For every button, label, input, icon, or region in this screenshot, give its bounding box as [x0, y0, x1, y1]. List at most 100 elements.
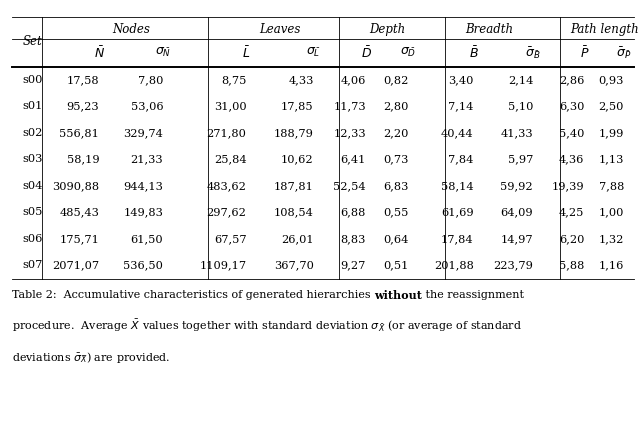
Text: $\bar{N}$: $\bar{N}$	[93, 45, 105, 60]
Text: 0,64: 0,64	[383, 234, 408, 244]
Text: $\sigma_{\bar{D}}$: $\sigma_{\bar{D}}$	[400, 46, 417, 60]
Text: 5,10: 5,10	[508, 101, 533, 111]
Text: $\bar{\sigma}_{\bar{B}}$: $\bar{\sigma}_{\bar{B}}$	[525, 45, 541, 61]
Text: $\bar{P}$: $\bar{P}$	[580, 45, 589, 60]
Text: 2,80: 2,80	[383, 101, 408, 111]
Text: 1,99: 1,99	[598, 128, 624, 138]
Text: 0,73: 0,73	[383, 154, 408, 164]
Text: 5,40: 5,40	[559, 128, 584, 138]
Text: s07: s07	[22, 260, 43, 270]
Text: 40,44: 40,44	[441, 128, 474, 138]
Text: $\bar{B}$: $\bar{B}$	[468, 45, 479, 60]
Text: 223,79: 223,79	[493, 260, 533, 270]
Text: 6,30: 6,30	[559, 101, 584, 111]
Text: 297,62: 297,62	[207, 207, 246, 217]
Text: 5,88: 5,88	[559, 260, 584, 270]
Text: 17,58: 17,58	[67, 75, 99, 85]
Text: Table 2:  Accumulative characteristics of generated hierarchies: Table 2: Accumulative characteristics of…	[12, 290, 374, 300]
Text: 329,74: 329,74	[124, 128, 163, 138]
Text: s04: s04	[22, 181, 43, 191]
Text: 9,27: 9,27	[340, 260, 366, 270]
Text: 1,16: 1,16	[598, 260, 624, 270]
Text: the reassignment: the reassignment	[422, 290, 524, 300]
Text: 58,19: 58,19	[67, 154, 99, 164]
Text: 7,14: 7,14	[448, 101, 474, 111]
Text: s01: s01	[22, 101, 43, 111]
Text: 2,86: 2,86	[559, 75, 584, 85]
Text: $\bar{\sigma}_{\bar{P}}$: $\bar{\sigma}_{\bar{P}}$	[616, 45, 632, 61]
Text: 61,50: 61,50	[131, 234, 163, 244]
Text: 2,50: 2,50	[598, 101, 624, 111]
Text: Leaves: Leaves	[259, 23, 300, 36]
Text: 6,20: 6,20	[559, 234, 584, 244]
Text: 2071,07: 2071,07	[52, 260, 99, 270]
Text: 1109,17: 1109,17	[199, 260, 246, 270]
Text: 67,57: 67,57	[214, 234, 246, 244]
Text: 4,25: 4,25	[559, 207, 584, 217]
Text: 367,70: 367,70	[274, 260, 314, 270]
Text: 1,13: 1,13	[598, 154, 624, 164]
Text: 7,84: 7,84	[448, 154, 474, 164]
Text: 7,88: 7,88	[598, 181, 624, 191]
Text: $\sigma_{\bar{L}}$: $\sigma_{\bar{L}}$	[307, 46, 321, 60]
Text: 1,00: 1,00	[598, 207, 624, 217]
Text: 483,62: 483,62	[207, 181, 246, 191]
Text: 175,71: 175,71	[60, 234, 99, 244]
Text: 0,93: 0,93	[598, 75, 624, 85]
Text: Set: Set	[22, 35, 42, 48]
Text: 944,13: 944,13	[124, 181, 163, 191]
Text: 41,33: 41,33	[500, 128, 533, 138]
Text: s05: s05	[22, 207, 43, 217]
Text: without: without	[374, 290, 422, 301]
Text: 8,75: 8,75	[221, 75, 246, 85]
Text: 64,09: 64,09	[500, 207, 533, 217]
Text: 4,36: 4,36	[559, 154, 584, 164]
Text: 0,51: 0,51	[383, 260, 408, 270]
Text: 59,92: 59,92	[500, 181, 533, 191]
Text: 2,14: 2,14	[508, 75, 533, 85]
Text: 3,40: 3,40	[448, 75, 474, 85]
Text: 53,06: 53,06	[131, 101, 163, 111]
Text: 4,33: 4,33	[288, 75, 314, 85]
Text: s00: s00	[22, 75, 43, 85]
Text: Breadth: Breadth	[465, 23, 514, 36]
Text: 52,54: 52,54	[333, 181, 366, 191]
Text: 5,97: 5,97	[508, 154, 533, 164]
Text: 17,84: 17,84	[441, 234, 474, 244]
Text: 3090,88: 3090,88	[52, 181, 99, 191]
Text: 95,23: 95,23	[67, 101, 99, 111]
Text: 149,83: 149,83	[124, 207, 163, 217]
Text: 485,43: 485,43	[60, 207, 99, 217]
Text: 21,33: 21,33	[131, 154, 163, 164]
Text: 271,80: 271,80	[207, 128, 246, 138]
Text: 25,84: 25,84	[214, 154, 246, 164]
Text: 6,88: 6,88	[340, 207, 366, 217]
Text: Depth: Depth	[369, 23, 405, 36]
Text: s02: s02	[22, 128, 43, 138]
Text: $\bar{D}$: $\bar{D}$	[360, 45, 372, 60]
Text: Path length: Path length	[570, 23, 639, 36]
Text: 14,97: 14,97	[500, 234, 533, 244]
Text: procedure.  Average $\bar{X}$ values together with standard deviation $\sigma_{\: procedure. Average $\bar{X}$ values toge…	[12, 318, 522, 334]
Text: 12,33: 12,33	[333, 128, 366, 138]
Text: 108,54: 108,54	[274, 207, 314, 217]
Text: 1,32: 1,32	[598, 234, 624, 244]
Text: 201,88: 201,88	[434, 260, 474, 270]
Text: 6,83: 6,83	[383, 181, 408, 191]
Text: $\sigma_{\bar{N}}$: $\sigma_{\bar{N}}$	[155, 46, 172, 60]
Text: Nodes: Nodes	[112, 23, 150, 36]
Text: 61,69: 61,69	[441, 207, 474, 217]
Text: s06: s06	[22, 234, 43, 244]
Text: 10,62: 10,62	[281, 154, 314, 164]
Text: 2,20: 2,20	[383, 128, 408, 138]
Text: 19,39: 19,39	[552, 181, 584, 191]
Text: s03: s03	[22, 154, 43, 164]
Text: 0,55: 0,55	[383, 207, 408, 217]
Text: 187,81: 187,81	[274, 181, 314, 191]
Text: $\bar{L}$: $\bar{L}$	[242, 45, 251, 60]
Text: 17,85: 17,85	[281, 101, 314, 111]
Text: 188,79: 188,79	[274, 128, 314, 138]
Text: 6,41: 6,41	[340, 154, 366, 164]
Text: 8,83: 8,83	[340, 234, 366, 244]
Text: 536,50: 536,50	[124, 260, 163, 270]
